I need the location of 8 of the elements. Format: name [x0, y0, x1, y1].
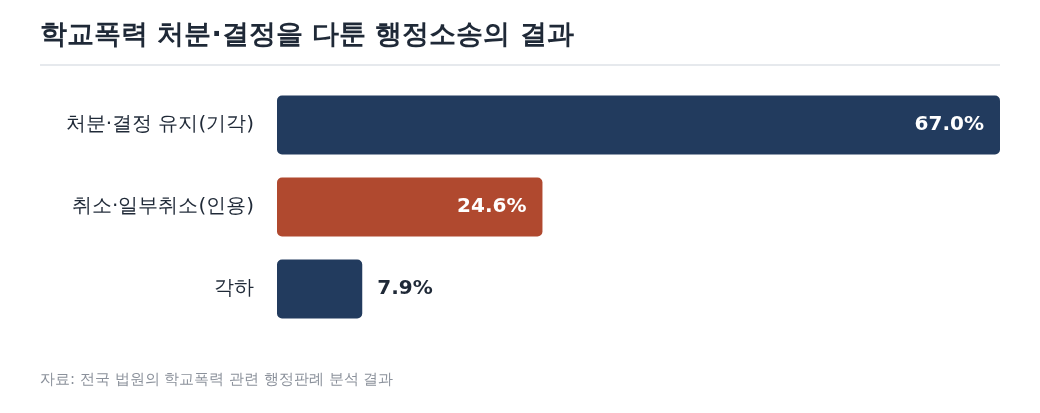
- y-tick-label: 각하: [214, 275, 254, 300]
- y-tick-label: 취소·일부취소(인용): [72, 193, 254, 218]
- data-label: 24.6%: [457, 193, 527, 218]
- text: 자료: 전국 법원의 학교폭력 관련 행정판례 분석 결과: [40, 369, 394, 389]
- data-label: 67.0%: [914, 111, 984, 136]
- data-label: 7.9%: [377, 275, 433, 300]
- chart-title: 학교폭력 처분·결정을 다툰 행정소송의 결과: [40, 17, 574, 51]
- y-tick-label: 처분·결정 유지(기각): [65, 111, 254, 136]
